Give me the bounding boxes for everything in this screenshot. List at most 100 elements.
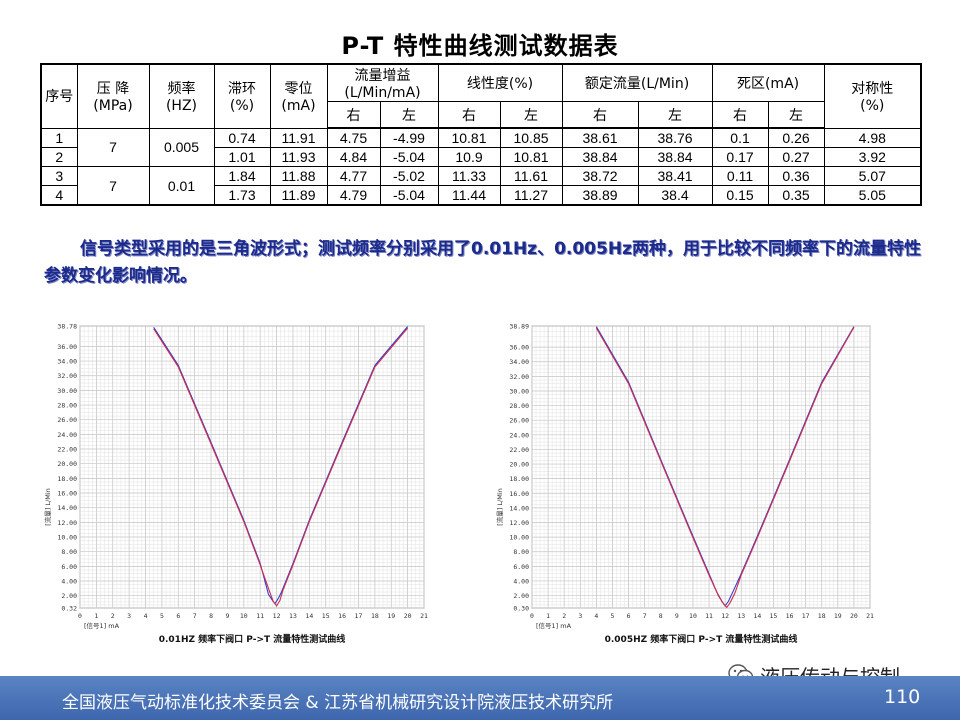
y-tick-label: 2.00 [513, 592, 529, 600]
y-tick-label: 28.00 [57, 402, 77, 410]
x-tick-label: 17 [355, 612, 363, 620]
y-tick-label: 10.00 [509, 534, 529, 542]
x-tick-label: 12 [721, 612, 729, 620]
x-tick-label: 7 [193, 612, 197, 620]
y-tick-label: 12.00 [509, 519, 529, 527]
y-tick-label: 36.00 [509, 344, 529, 352]
footer-bar: 全国液压气动标准化技术委员会 & 江苏省机械研究设计院液压技术研究所 110 [0, 676, 960, 720]
table-cell: 4.77 [326, 166, 381, 186]
table-cell: 0.36 [767, 166, 825, 186]
y-tick-label: 6.00 [61, 563, 77, 571]
y-tick-label: 8.00 [61, 548, 77, 556]
x-tick-label: 9 [675, 612, 679, 620]
x-tick-label: 10 [240, 612, 248, 620]
x-tick-label: 11 [256, 612, 264, 620]
table-header-cell: 额定流量(L/Min) [561, 63, 713, 102]
y-tick-label: 34.00 [57, 358, 77, 366]
table-cell: 10.81 [437, 127, 501, 148]
x-tick-label: 13 [737, 612, 745, 620]
table-subheader-cell: 左 [767, 101, 825, 129]
x-tick-label: 19 [834, 612, 842, 620]
table-cell: 11.88 [269, 166, 328, 186]
table-cell: -5.04 [379, 147, 439, 167]
y-tick-label: 0.32 [61, 605, 77, 613]
y-tick-label: 22.00 [57, 446, 77, 454]
table-cell: 11.93 [269, 147, 328, 167]
table-cell: 4.79 [326, 185, 381, 206]
table-cell: -5.04 [379, 185, 439, 206]
x-axis-label: [信号1] mA [536, 621, 572, 630]
y-tick-label: 0.30 [513, 605, 529, 613]
x-tick-label: 16 [786, 612, 794, 620]
y-tick-label: 32.00 [57, 372, 77, 380]
x-tick-label: 16 [338, 612, 346, 620]
table-header-cell: 零位 (mA) [269, 63, 328, 129]
y-tick-label: 16.00 [57, 490, 77, 498]
y-tick-label: 20.00 [57, 460, 77, 468]
y-tick-label: 10.00 [57, 534, 77, 542]
table-row: 4 1.73 11.89 4.79 -5.04 11.44 11.27 38.89 38.4 0.… [40, 185, 922, 206]
x-tick-label: 5 [611, 612, 615, 620]
table-cell: 0.35 [767, 185, 825, 206]
x-tick-label: 17 [802, 612, 810, 620]
table-cell: 5.07 [823, 166, 922, 186]
table-cell: -5.02 [379, 166, 439, 186]
x-tick-label: 18 [818, 612, 826, 620]
series-line-2 [153, 327, 409, 607]
table-header-cell: 流量增益 (L/Min/mA) [326, 63, 439, 102]
y-tick-label: 24.00 [57, 431, 77, 439]
table-cell: 3.92 [823, 147, 922, 167]
table-row: 1 7 0.005 0.74 11.91 4.75 -4.99 10.81 10.85 38.61… [40, 127, 922, 167]
table-row: 3 7 0.01 1.84 11.88 4.77 -5.02 11.33 11.61 38.72 3… [40, 166, 922, 206]
table-cell: 38.4 [637, 185, 713, 206]
chart-0.01hz: 0 1 2 3 4 5 6 7 8 9 10 11 12 13 14 15 16 17 18 19 20 21 0.32 2.… [40, 318, 432, 648]
y-tick-label: 16.00 [509, 490, 529, 498]
y-tick-label: 38.89 [509, 323, 529, 331]
x-tick-label: 18 [371, 612, 379, 620]
table-cell: 10.81 [499, 147, 563, 167]
y-tick-label: 14.00 [509, 504, 529, 512]
x-tick-label: 20 [404, 612, 412, 620]
x-axis-label: [信号1] mA [84, 621, 120, 630]
y-tick-label: 34.00 [509, 358, 529, 366]
data-table-container: 序号压 降 (MPa) 频率 (HZ) 滞环 (%) 零位 (mA) 流量增益 (L/Min/mA… [40, 63, 923, 206]
table-cell: 1.73 [213, 185, 271, 206]
x-tick-label: 19 [387, 612, 395, 620]
x-tick-label: 1 [546, 612, 550, 620]
y-tick-label: 18.00 [509, 475, 529, 483]
x-tick-label: 4 [594, 612, 598, 620]
y-tick-label: 32.00 [509, 373, 529, 381]
x-tick-label: 13 [289, 612, 297, 620]
footer-text: 全国液压气动标准化技术委员会 & 江苏省机械研究设计院液压技术研究所 [62, 693, 614, 713]
x-tick-label: 8 [659, 612, 663, 620]
series-line-2 [595, 327, 855, 609]
x-tick-label: 2 [562, 612, 566, 620]
x-tick-label: 12 [273, 612, 281, 620]
x-tick-label: 11 [705, 612, 713, 620]
y-tick-label: 26.00 [57, 416, 77, 424]
table-cell: 1.84 [213, 166, 271, 186]
table-header-cell: 频率 (HZ) [148, 63, 215, 129]
y-tick-label: 30.00 [57, 387, 77, 395]
table-cell: 4.98 [823, 127, 922, 148]
x-tick-label: 1 [94, 612, 98, 620]
data-table: 序号压 降 (MPa) 频率 (HZ) 滞环 (%) 零位 (mA) 流量增益 (L/Min/mA… [40, 63, 923, 206]
table-cell: 38.61 [561, 127, 639, 148]
table-cell: 5.05 [823, 185, 922, 206]
page-number: 110 [884, 686, 921, 708]
pressure-cell: 7 [76, 166, 150, 206]
y-tick-label: 24.00 [509, 431, 529, 439]
frequency-cell: 0.005 [148, 127, 215, 167]
y-tick-label: 18.00 [57, 475, 77, 483]
table-cell: 38.89 [561, 185, 639, 206]
x-tick-label: 9 [225, 612, 229, 620]
x-tick-label: 0 [78, 612, 82, 620]
y-tick-label: 30.00 [509, 387, 529, 395]
table-subheader-cell: 左 [499, 101, 563, 129]
x-tick-label: 14 [753, 612, 761, 620]
table-cell: 38.41 [637, 166, 713, 186]
table-header-cell: 压 降 (MPa) [76, 63, 150, 129]
x-tick-label: 3 [127, 612, 131, 620]
table-cell: 11.27 [499, 185, 563, 206]
x-tick-label: 8 [209, 612, 213, 620]
